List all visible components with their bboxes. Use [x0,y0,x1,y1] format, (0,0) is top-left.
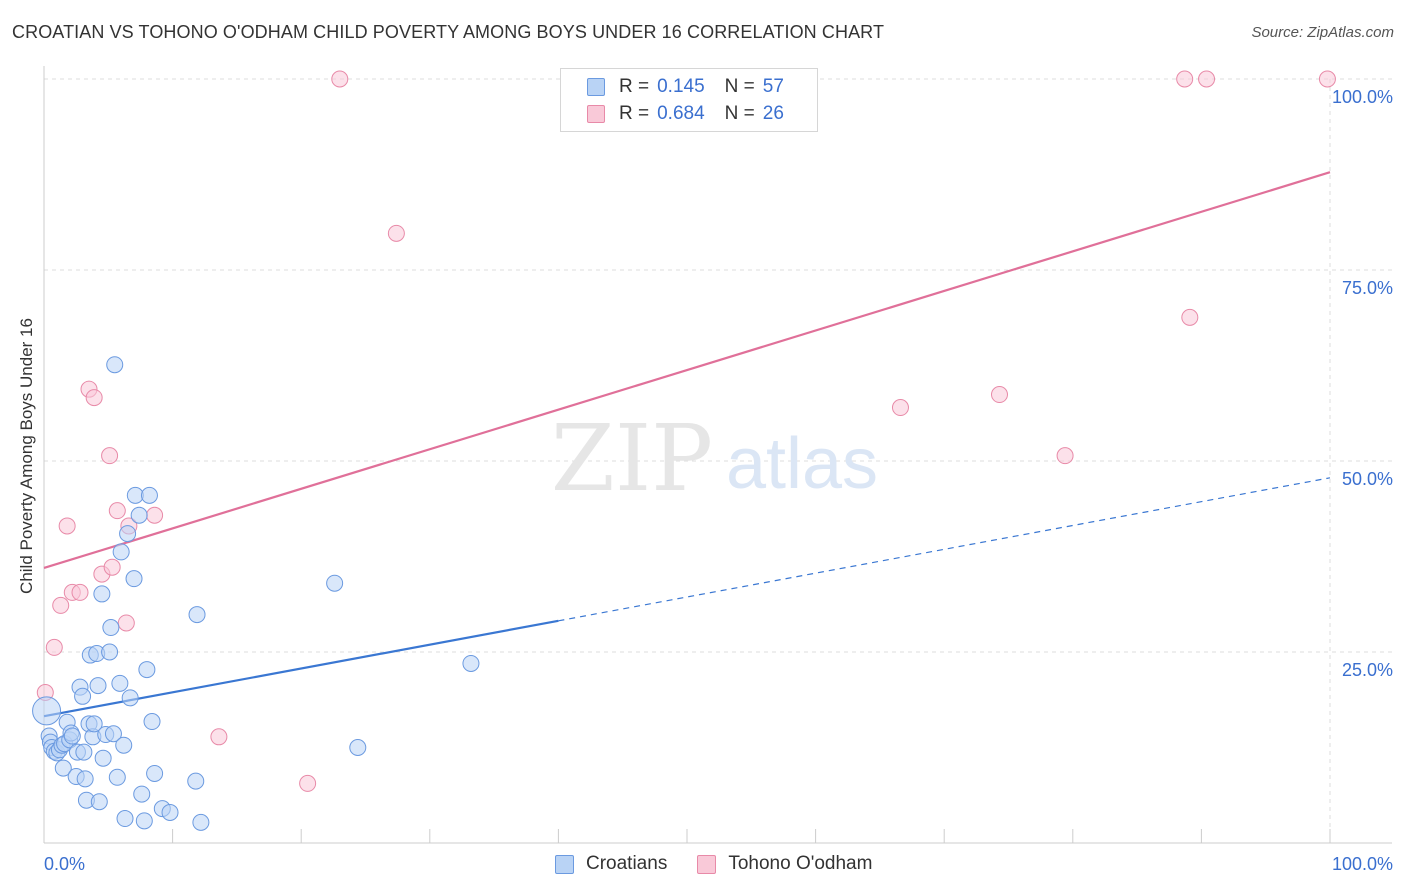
watermark-atlas: atlas [726,424,878,504]
croatians-point [192,813,210,831]
n-value: 26 [762,103,784,124]
croatians-swatch [587,78,605,96]
watermark: ZIP atlas [551,405,878,512]
croatians-point [115,736,133,754]
croatians-point [74,687,92,705]
points-layer [32,70,1336,831]
n-label: N = [724,103,755,124]
croatians-point [187,772,205,790]
legend-item-croatians[interactable]: Croatians [555,853,667,875]
croatians-swatch [555,854,574,874]
tohono-point [299,774,317,792]
r-value: 0.684 [657,103,705,124]
croatians-point [125,570,143,588]
croatians-point [111,674,129,692]
tohono-point [1056,447,1074,465]
tohono-point [990,386,1008,404]
croatians-point [161,803,179,821]
croatians-point [102,619,120,637]
tohono-point [101,447,119,465]
croatians-point [32,696,62,726]
tohono-point [117,614,135,632]
croatians-point [146,764,164,782]
y-tick-label: 100.0% [1332,87,1393,107]
croatians-point [135,812,153,830]
tohono-swatch [697,854,717,874]
tohono-point [85,389,103,407]
croatians-point [462,654,480,672]
croatians-point [133,785,151,803]
croatians-point [106,356,124,374]
tohono-point [146,506,164,524]
tohono-point [108,502,126,520]
stats-row-croatians: R = 0.145 N = 57 [587,75,784,99]
croatians-point [130,506,148,524]
croatians-point [93,585,111,603]
r-label: R = [619,76,650,97]
tohono-point [52,596,70,614]
tohono-point [891,399,909,417]
legend-item-tohono-oodham[interactable]: Tohono O'odham [697,853,872,875]
tohono-point [387,224,405,242]
croatians-point [140,486,158,504]
watermark-zip: ZIP [551,405,713,512]
croatians-point [126,486,144,504]
croatians-trend-line-extension [558,477,1331,622]
tohono-point [45,638,63,656]
y-tick-label: 50.0% [1342,469,1393,489]
n-value: 57 [762,76,784,97]
grid-layer [44,78,1392,843]
croatians-point [54,759,72,777]
croatians-point [104,725,122,743]
tohono-point [1318,70,1336,88]
croatians-point [326,574,344,592]
r-label: R = [619,103,650,124]
axis-layer [43,66,1392,844]
croatians-point [188,606,206,624]
croatians-point [112,543,130,561]
croatians-point [101,643,119,661]
croatians-point [349,739,367,756]
croatians-point [108,768,126,786]
croatians-point [89,677,107,695]
tohono-point [1198,70,1216,88]
y-tick-label: 25.0% [1342,660,1393,680]
series-legend: Croatians Tohono O'odham [555,851,902,877]
tohono-point [210,728,228,746]
chart-title: CROATIAN VS TOHONO O'ODHAM CHILD POVERTY… [12,22,885,42]
stats-legend: R = 0.145 N = 57 R = 0.684 N = 26 [560,68,818,132]
croatians-point [138,661,156,679]
croatians-point [76,770,94,788]
stats-row-tohono: R = 0.684 N = 26 [587,102,784,126]
croatians-point [90,793,108,811]
x-tick-label: 0.0% [44,854,85,874]
tohono-trend-line [43,171,1331,570]
croatians-point [63,727,81,745]
n-label: N = [724,76,755,97]
croatians-point [143,713,161,731]
croatians-point [94,749,112,767]
y-tick-label: 75.0% [1342,278,1393,298]
r-value: 0.145 [657,76,705,97]
tick-label-layer: 100.0% 75.0% 50.0% 25.0% 0.0% 100.0% [44,87,1393,874]
tohono-point [103,558,121,576]
tohono-point [71,583,89,601]
legend-label: Tohono O'odham [728,853,873,874]
tohono-point [1176,70,1194,88]
tohono-swatch [587,105,605,123]
y-axis-label: Child Poverty Among Boys Under 16 [17,318,36,594]
croatians-point [119,525,137,543]
source-credit: Source: ZipAtlas.com [1251,24,1394,41]
legend-label: Croatians [586,853,668,874]
x-tick-label: 100.0% [1332,854,1393,874]
croatians-point [116,810,134,828]
croatians-point [75,743,93,761]
croatians-point [85,715,103,733]
croatians-point [121,689,139,707]
tohono-point [331,70,349,88]
tohono-point [1181,308,1199,326]
tohono-point [58,517,76,535]
croatians-trend-line [43,619,559,718]
